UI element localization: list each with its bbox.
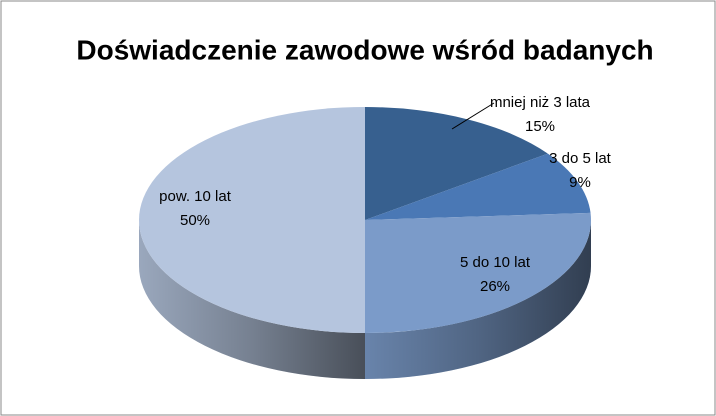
slice-value-label: 9% [569, 174, 591, 191]
slice-value-label: 50% [180, 212, 210, 229]
slice-value-label: 26% [480, 278, 510, 295]
chart-title: Doświadczenie zawodowe wśród badanych [76, 34, 653, 65]
slice [365, 107, 548, 220]
slice-label: mniej niż 3 lata [490, 94, 591, 111]
leader-line [451, 102, 495, 130]
slice [365, 153, 591, 220]
slice-label: pow. 10 lat [159, 188, 232, 205]
slice [139, 107, 365, 333]
slice-label: 3 do 5 lat [549, 150, 612, 167]
slice-value-label: 15% [525, 118, 555, 135]
slice-side-shade [139, 220, 365, 379]
slice-label: 5 do 10 lat [460, 254, 531, 271]
pie [139, 107, 591, 379]
slice [365, 212, 591, 333]
slice-side-shade [365, 220, 591, 379]
